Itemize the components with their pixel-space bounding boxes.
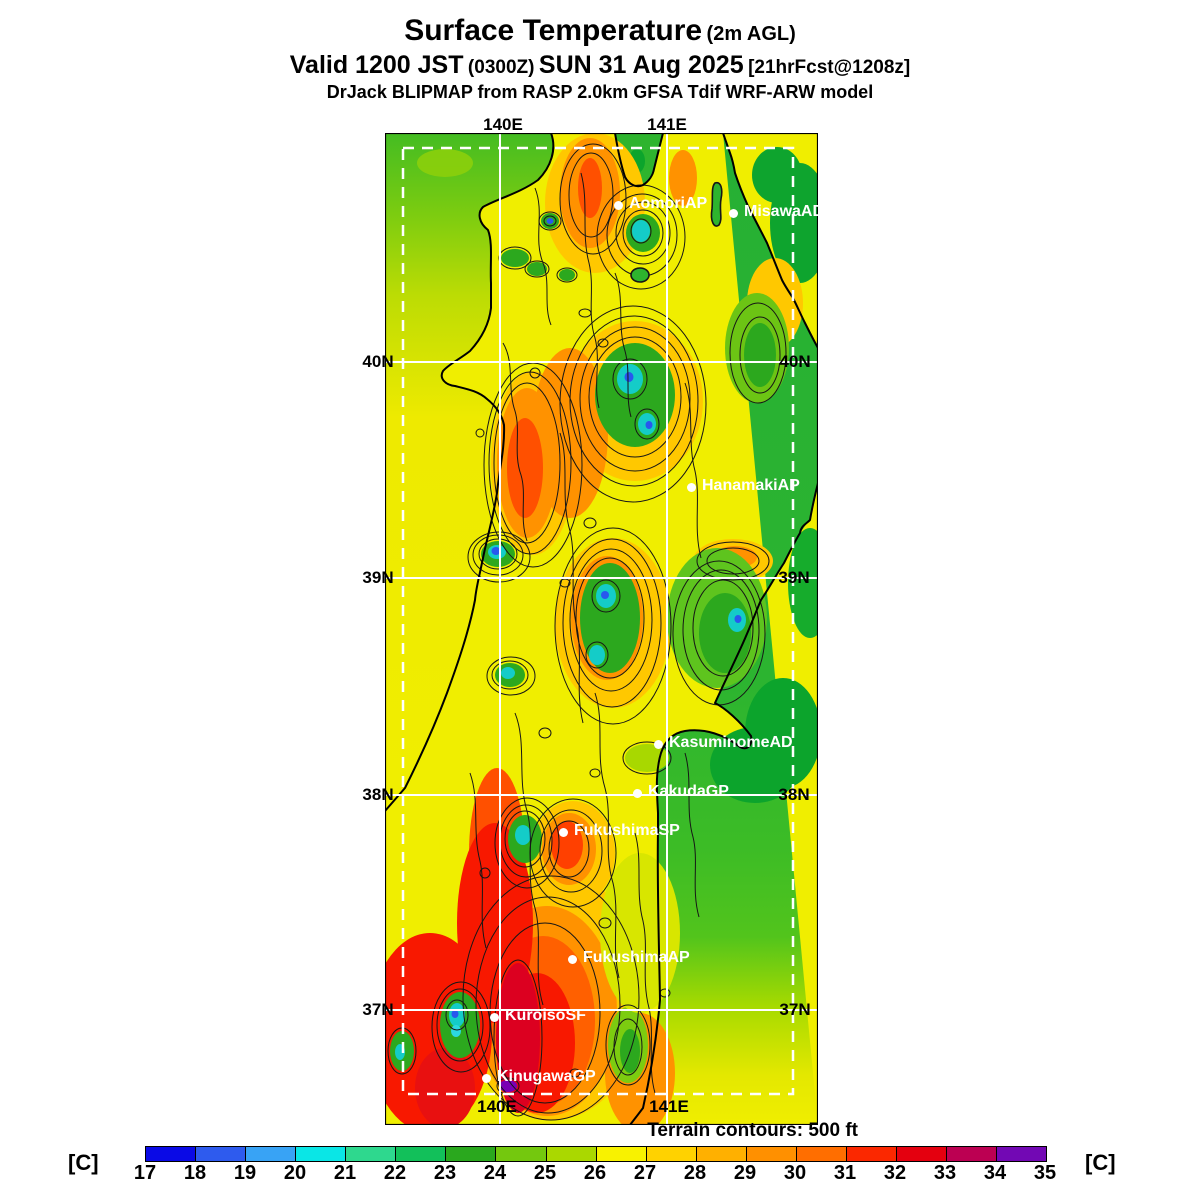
colorbar-unit-right: [C] (1085, 1150, 1116, 1175)
valid-time-line: Valid 1200 JST (0300Z) SUN 31 Aug 2025 [… (0, 51, 1200, 80)
colorbar-segment-6 (446, 1147, 497, 1161)
colorbar-segment-5 (396, 1147, 447, 1161)
colorbar-segment-16 (947, 1147, 998, 1161)
colorbar-segment-12 (746, 1147, 797, 1161)
valid-z: (0300Z) (467, 57, 535, 78)
colorbar-tick-18: 18 (183, 1162, 207, 1184)
colorbar-tick-26: 26 (583, 1162, 607, 1184)
colorbar-tick-28: 28 (683, 1162, 707, 1184)
grid-label-lon-top-0: 140E (483, 115, 523, 134)
colorbar-segment-11 (696, 1147, 747, 1161)
terrain-contours-note: Terrain contours: 500 ft (647, 1120, 858, 1141)
colorbar-segment-7 (496, 1147, 547, 1161)
colorbar-segment-9 (596, 1147, 647, 1161)
fcst-tag: [21hrFcst@1208z] (748, 57, 911, 78)
header: Surface Temperature (2m AGL) Valid 1200 … (0, 14, 1200, 103)
valid-main: Valid 1200 JST (289, 51, 464, 79)
colorbar-segment-1 (196, 1147, 247, 1161)
colorbar-segment-14 (846, 1147, 897, 1161)
colorbar-tick-20: 20 (283, 1162, 307, 1184)
colorbar-segment-2 (246, 1147, 297, 1161)
colorbar-tick-34: 34 (983, 1162, 1007, 1184)
colorbar-unit-left: [C] (68, 1150, 99, 1175)
colorbar-tick-32: 32 (883, 1162, 907, 1184)
colorbar-tick-31: 31 (833, 1162, 857, 1184)
colorbar-tick-19: 19 (233, 1162, 257, 1184)
colorbar-segment-3 (296, 1147, 347, 1161)
colorbar-tick-22: 22 (383, 1162, 407, 1184)
colorbar-segment-4 (346, 1147, 397, 1161)
colorbar-tick-24: 24 (483, 1162, 507, 1184)
colorbar-tick-25: 25 (533, 1162, 557, 1184)
colorbar-segment-15 (896, 1147, 947, 1161)
model-line: DrJack BLIPMAP from RASP 2.0km GFSA Tdif… (326, 82, 874, 102)
colorbar-tick-29: 29 (733, 1162, 757, 1184)
colorbar-segment-0 (146, 1147, 197, 1161)
colorbar-tick-30: 30 (783, 1162, 807, 1184)
colorbar-segment-10 (646, 1147, 697, 1161)
title-text: Surface Temperature (404, 14, 703, 47)
temperature-map (385, 133, 818, 1125)
colorbar-tick-23: 23 (433, 1162, 457, 1184)
colorbar-tick-21: 21 (333, 1162, 357, 1184)
colorbar-segment-8 (546, 1147, 597, 1161)
colorbar-tick-33: 33 (933, 1162, 957, 1184)
temperature-colorbar (145, 1146, 1047, 1162)
title-suffix: (2m AGL) (706, 23, 796, 45)
valid-date: SUN 31 Aug 2025 (538, 51, 744, 79)
colorbar-tick-35: 35 (1033, 1162, 1057, 1184)
page-title: Surface Temperature (2m AGL) (0, 14, 1200, 48)
colorbar-segment-17 (997, 1147, 1047, 1161)
map-canvas (385, 133, 818, 1125)
colorbar-tick-27: 27 (633, 1162, 657, 1184)
grid-label-lon-top-1: 141E (647, 115, 687, 134)
colorbar-segment-13 (796, 1147, 847, 1161)
colorbar-tick-17: 17 (133, 1162, 157, 1184)
